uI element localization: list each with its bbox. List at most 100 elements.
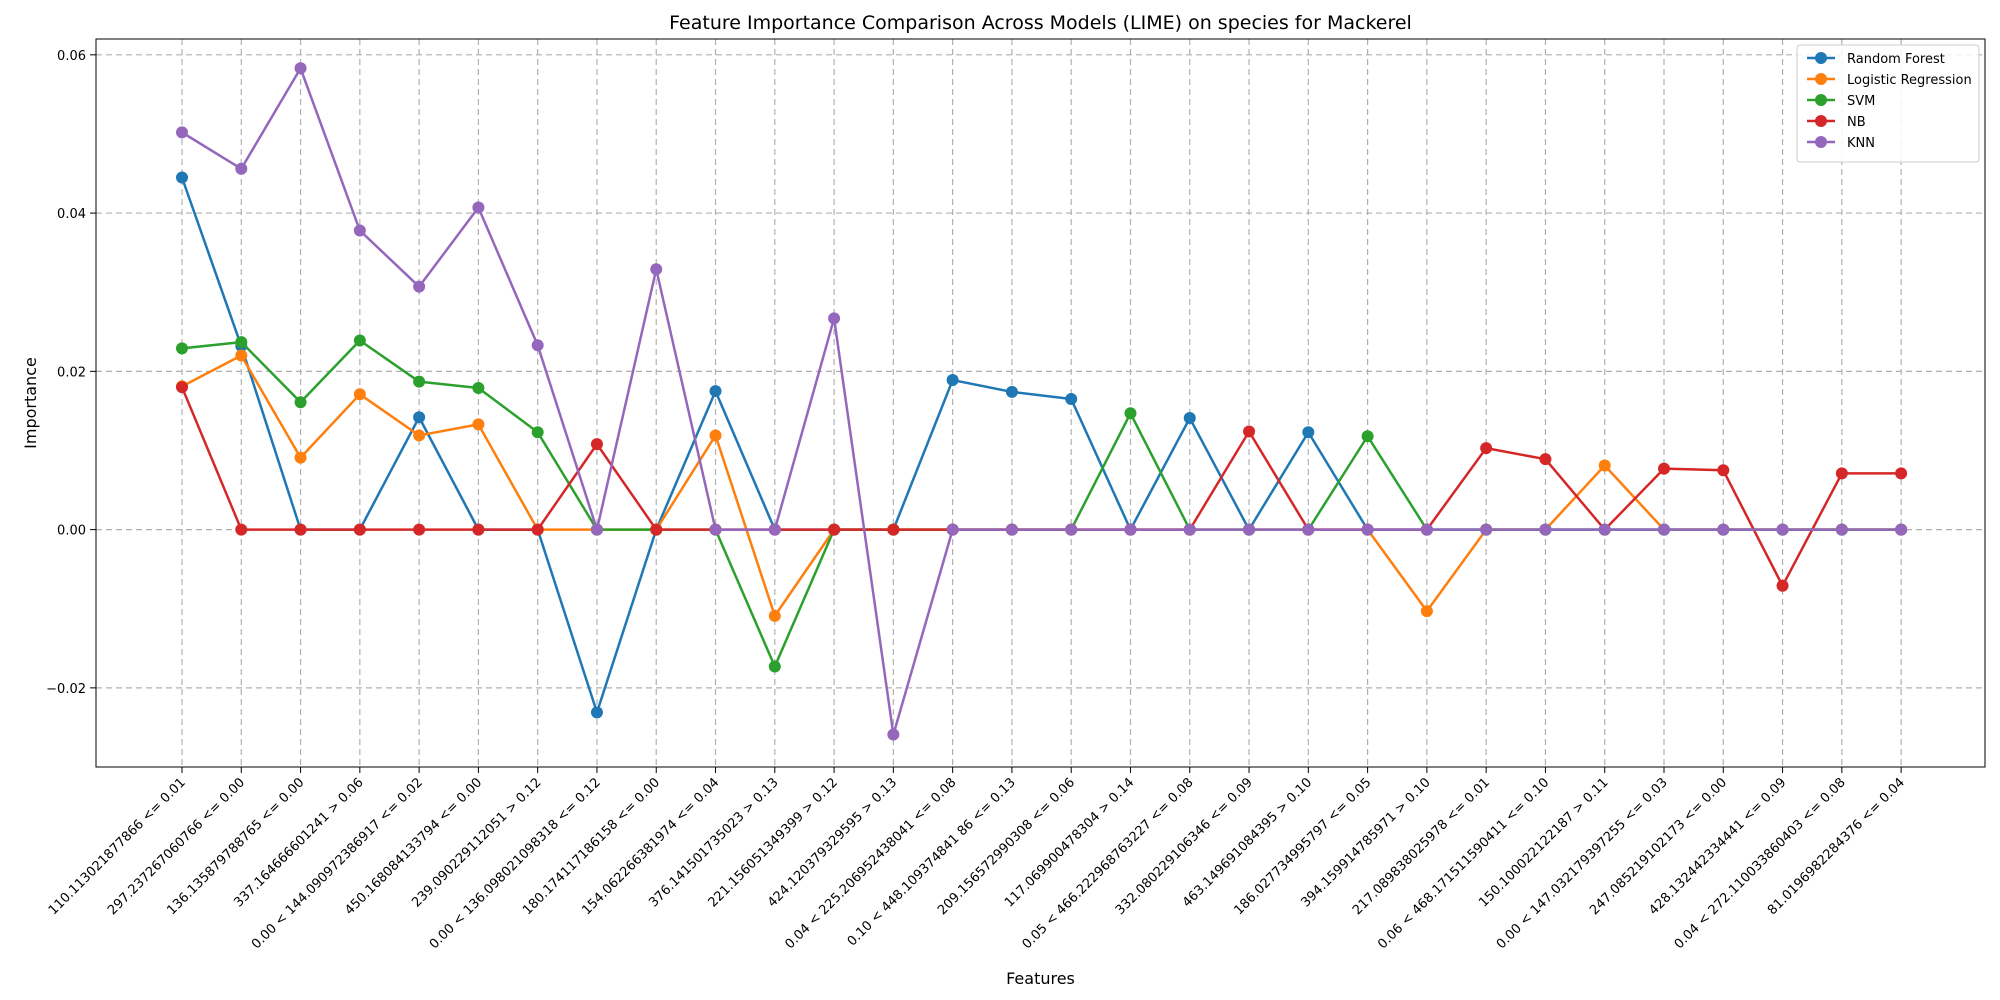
data-point	[946, 523, 959, 536]
data-point	[353, 224, 366, 237]
data-point	[887, 523, 900, 536]
y-axis: −0.02 0.00 0.02 0.04 0.06	[46, 49, 96, 697]
data-point	[1243, 425, 1256, 438]
data-point	[946, 374, 959, 387]
data-point	[709, 429, 722, 442]
plot-frame	[95, 38, 1986, 768]
legend-item: SVM	[1807, 94, 1875, 109]
data-point	[235, 349, 248, 362]
data-point	[590, 523, 603, 536]
y-tick-label: 0.04	[57, 207, 86, 222]
data-point	[353, 388, 366, 401]
data-point	[472, 523, 485, 536]
data-point	[1658, 523, 1670, 536]
data-point	[1065, 393, 1078, 406]
data-point	[472, 201, 485, 214]
data-point	[828, 312, 841, 325]
legend-swatch-marker	[1815, 73, 1827, 85]
data-point	[413, 523, 426, 536]
data-point	[294, 523, 307, 536]
data-point	[1420, 605, 1433, 618]
y-tick-label: −0.02	[46, 682, 86, 697]
data-point	[413, 280, 426, 293]
data-point	[1302, 426, 1315, 439]
legend-item: Logistic Regression	[1807, 73, 1972, 88]
data-point	[1420, 523, 1433, 536]
data-point	[176, 171, 188, 184]
data-point	[1717, 523, 1730, 536]
y-tick-label: 0.00	[57, 524, 86, 539]
legend-item: NB	[1807, 115, 1866, 130]
data-point	[1361, 430, 1374, 443]
y-tick-label: 0.02	[57, 365, 86, 380]
data-point	[1480, 523, 1493, 536]
legend-label: NB	[1847, 115, 1866, 130]
legend-swatch-marker	[1815, 115, 1827, 127]
data-point	[1539, 523, 1552, 536]
data-point	[590, 438, 603, 451]
legend: Random Forest Logistic Regression SVM NB KNN	[1796, 44, 1980, 163]
legend-label: KNN	[1847, 136, 1875, 151]
data-point	[1243, 523, 1256, 536]
data-point	[1895, 467, 1908, 480]
data-point	[235, 336, 248, 349]
series-lines	[176, 62, 1908, 741]
data-point	[1658, 462, 1670, 475]
data-point	[176, 381, 188, 394]
y-tick-label: 0.06	[57, 49, 86, 64]
data-point	[1598, 459, 1611, 472]
legend-swatch-marker	[1815, 94, 1827, 106]
data-point	[1717, 464, 1730, 477]
legend-label: Random Forest	[1847, 52, 1945, 67]
data-point	[1539, 453, 1552, 466]
legend-swatch-marker	[1815, 136, 1827, 148]
data-point	[1895, 523, 1908, 536]
data-point	[887, 728, 900, 741]
data-point	[709, 385, 722, 398]
legend-swatch-marker	[1815, 52, 1827, 64]
data-point	[590, 706, 603, 719]
data-point	[1183, 523, 1196, 536]
data-point	[1835, 523, 1848, 536]
data-point	[1776, 523, 1789, 536]
legend-label: SVM	[1847, 94, 1875, 109]
data-point	[472, 381, 485, 394]
data-point	[353, 334, 366, 347]
data-point	[768, 523, 781, 536]
data-point	[294, 451, 307, 464]
data-point	[1005, 523, 1018, 536]
data-point	[1776, 579, 1789, 592]
data-point	[1124, 407, 1137, 420]
data-point	[768, 609, 781, 622]
data-point	[1005, 385, 1018, 398]
data-point	[472, 418, 485, 431]
legend-item: KNN	[1807, 136, 1875, 151]
data-point	[1480, 442, 1493, 455]
data-point	[235, 162, 248, 175]
series-knn	[176, 62, 1908, 741]
data-point	[1124, 523, 1137, 536]
data-point	[413, 411, 426, 424]
legend-item: Random Forest	[1807, 52, 1945, 67]
legend-label: Logistic Regression	[1847, 73, 1972, 88]
data-point	[413, 429, 426, 442]
data-point	[531, 426, 544, 439]
data-point	[235, 523, 248, 536]
y-axis-label: Importance	[21, 357, 40, 449]
data-point	[650, 523, 663, 536]
x-axis-label: Features	[1006, 969, 1075, 988]
data-point	[176, 126, 188, 139]
data-point	[531, 523, 544, 536]
data-point	[1835, 467, 1848, 480]
data-point	[294, 62, 307, 75]
data-point	[1302, 523, 1315, 536]
data-point	[1361, 523, 1374, 536]
data-point	[531, 339, 544, 352]
data-point	[768, 660, 781, 673]
data-point	[353, 523, 366, 536]
data-point	[413, 375, 426, 388]
chart-title: Feature Importance Comparison Across Mod…	[669, 12, 1412, 34]
data-point	[1065, 523, 1078, 536]
